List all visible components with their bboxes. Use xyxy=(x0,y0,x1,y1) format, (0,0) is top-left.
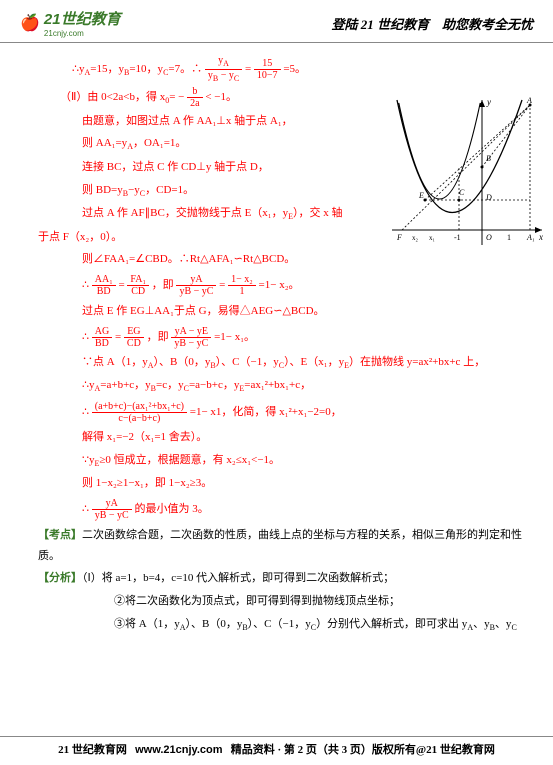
line-9: 则∠FAA₁=∠CBD。∴Rt△AFA₁∽Rt△BCD。 xyxy=(38,249,525,270)
fenxi-3: ③将 A（1，yA）、B（0，yB）、C（−1，yC）分别代入解析式，即可求出 … xyxy=(38,614,525,635)
line-1: ∴yA=15，yB=10，yC=7。∴ yAyB − yC = 1510−7 =… xyxy=(38,55,525,84)
line-12: ∴ AGBD = EGCD ，即 yA − yEyB − yC =1− x₁。 xyxy=(38,324,525,350)
svg-text:-1: -1 xyxy=(454,233,461,242)
line-10: ∴ AA₁BD = FA₁CD ，即 yAyB − yC = 1− x₂1 =1… xyxy=(38,272,525,298)
logo-sub: 21cnjy.com xyxy=(44,29,121,38)
content: x y A B C D E F O A₁ x₂ x₁ -1 1 ∴yA=15，y… xyxy=(0,43,553,636)
svg-text:x₂: x₂ xyxy=(412,234,419,242)
line-16: 解得 x₁=−2（x₁=1 舍去）。 xyxy=(38,427,525,448)
fenxi-tag: 【分析】 xyxy=(38,572,82,584)
svg-text:A: A xyxy=(526,96,532,105)
svg-text:E: E xyxy=(418,191,424,200)
svg-text:1: 1 xyxy=(507,233,511,242)
parabola-graph: x y A B C D E F O A₁ x₂ x₁ -1 1 xyxy=(387,95,547,250)
svg-text:B: B xyxy=(486,154,491,163)
fenxi-1: 【分析】（Ⅰ）将 a=1，b=4，c=10 代入解析式，即可得到二次函数解析式； xyxy=(38,568,525,589)
footer-site: www.21cnjy.com xyxy=(135,744,222,756)
fenxi-2: ②将二次函数化为顶点式，即可得到得到抛物线顶点坐标； xyxy=(38,591,525,612)
page-header: 🍎 21世纪教育 21cnjy.com 登陆 21 世纪教育 助您教考全无忧 xyxy=(0,0,553,43)
line-17: ∵yE≥0 恒成立，根据题意，有 x₂≤x₁<−1。 xyxy=(38,450,525,471)
line-13: ∵点 A（1，yA）、B（0，yB）、C（−1，yC）、E（x₁，yE）在抛物线… xyxy=(38,352,525,373)
logo: 🍎 21世纪教育 21cnjy.com xyxy=(20,8,121,38)
svg-text:D: D xyxy=(485,193,492,202)
logo-icon: 🍎 xyxy=(20,13,40,33)
svg-text:F: F xyxy=(396,233,402,242)
line-18: 则 1−x₂≥1−x₁，即 1−x₂≥3。 xyxy=(38,473,525,494)
header-r2: 助您教考全无忧 xyxy=(442,17,533,32)
footer: 21 世纪教育网 www.21cnjy.com 精品资料 · 第 2 页（共 3… xyxy=(0,736,553,757)
svg-text:O: O xyxy=(486,233,492,242)
header-r1: 登陆 21 世纪教育 xyxy=(331,17,429,32)
svg-text:A₁: A₁ xyxy=(526,233,535,242)
header-right: 登陆 21 世纪教育 助您教考全无忧 xyxy=(331,14,533,33)
line-15: ∴ (a+b+c)−(ax₁²+bx₁+c)c−(a−b+c) =1− x1，化… xyxy=(38,399,525,425)
kaodian-tag: 【考点】 xyxy=(38,529,82,541)
svg-text:x₁: x₁ xyxy=(429,234,435,242)
line-11: 过点 E 作 EG⊥AA₁于点 G，易得△AEG∽△BCD。 xyxy=(38,301,525,322)
svg-text:C: C xyxy=(459,188,465,197)
footer-t2: 精品资料 · 第 2 页（共 3 页）版权所有@21 世纪教育网 xyxy=(231,744,495,756)
footer-t1: 21 世纪教育网 xyxy=(58,744,127,756)
logo-text: 21世纪教育 xyxy=(44,8,121,29)
line-14: ∴yA=a+b+c，yB=c，yC=a−b+c，yE=ax₁²+bx₁+c， xyxy=(38,375,525,396)
svg-text:x: x xyxy=(538,232,543,242)
kaodian: 【考点】二次函数综合题，二次函数的性质，曲线上点的坐标与方程的关系，相似三角形的… xyxy=(38,525,525,567)
line-19: ∴ yAyB − yC 的最小值为 3。 xyxy=(38,496,525,522)
svg-text:y: y xyxy=(486,97,491,107)
